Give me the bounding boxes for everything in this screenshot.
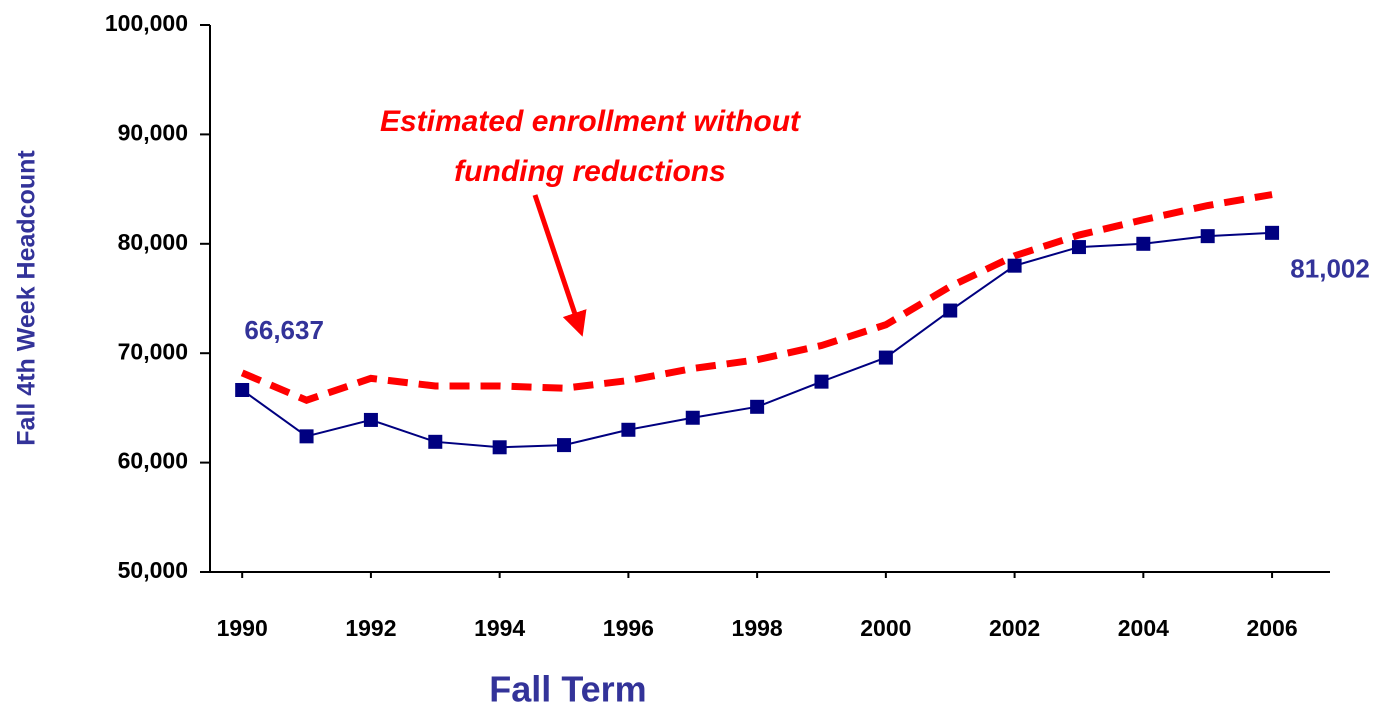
- point-marker: [878, 350, 893, 365]
- point-marker: [557, 438, 572, 453]
- annotation-text: funding reductions: [454, 155, 726, 188]
- x-axis-title: Fall Term: [489, 669, 646, 710]
- data-label: 66,637: [244, 315, 324, 345]
- y-tick-label: 60,000: [118, 448, 188, 474]
- x-tick-label: 1990: [217, 615, 268, 641]
- point-marker: [685, 410, 700, 425]
- x-tick-label: 2002: [989, 615, 1040, 641]
- y-tick-label: 70,000: [118, 338, 188, 364]
- x-tick-label: 2006: [1246, 615, 1297, 641]
- annotation-arrow: [532, 194, 587, 337]
- point-marker: [750, 399, 765, 414]
- x-tick-label: 1992: [345, 615, 396, 641]
- x-tick-label: 1998: [732, 615, 783, 641]
- y-tick-label: 50,000: [118, 557, 188, 583]
- y-tick-label: 90,000: [118, 119, 188, 145]
- y-tick-label: 80,000: [118, 229, 188, 255]
- data-label: 81,002: [1290, 254, 1370, 284]
- point-marker: [299, 429, 314, 444]
- series-line: [241, 231, 1273, 449]
- point-marker: [492, 440, 507, 455]
- point-marker: [1200, 229, 1215, 244]
- point-marker: [1265, 225, 1280, 240]
- point-marker: [943, 303, 958, 318]
- x-tick-label: 1994: [474, 615, 525, 641]
- point-marker: [428, 434, 443, 449]
- x-tick-label: 1996: [603, 615, 654, 641]
- point-marker: [1136, 236, 1151, 251]
- point-marker: [363, 412, 378, 427]
- point-marker: [1071, 240, 1086, 255]
- point-marker: [1007, 258, 1022, 273]
- x-tick-label: 2004: [1118, 615, 1169, 641]
- point-marker: [814, 374, 829, 389]
- x-tick-label: 2000: [860, 615, 911, 641]
- series-line: [240, 191, 1273, 404]
- y-tick-label: 100,000: [105, 10, 188, 36]
- y-axis-title: Fall 4th Week Headcount: [13, 150, 41, 446]
- annotation-text: Estimated enrollment without: [380, 105, 802, 138]
- point-marker: [621, 422, 636, 437]
- point-marker: [235, 382, 250, 397]
